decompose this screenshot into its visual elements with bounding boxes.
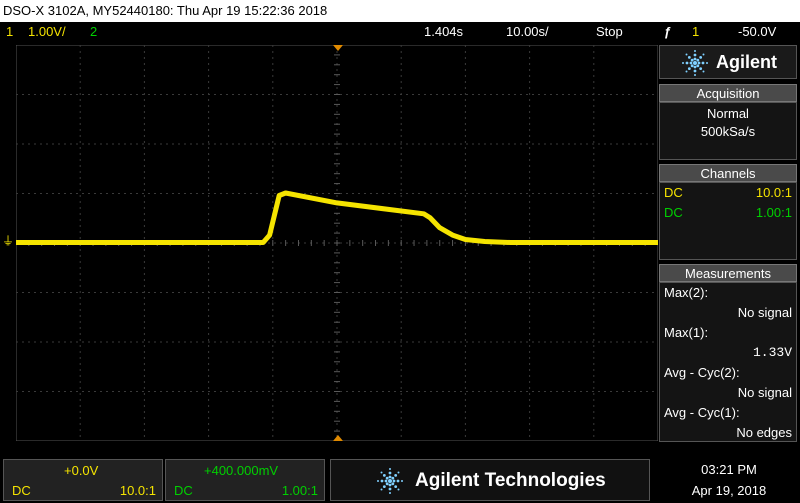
acquisition-body: Normal 500kSa/s xyxy=(659,102,797,160)
clock-time: 03:21 PM xyxy=(701,462,757,477)
channel-1-probe: 10.0:1 xyxy=(755,185,792,200)
channel-1-coupling: DC xyxy=(664,185,683,200)
time-position[interactable]: 1.404s xyxy=(424,24,464,39)
acquisition-mode: Normal xyxy=(707,106,749,121)
measurement-label: Avg - Cyc(2): xyxy=(664,365,740,380)
trigger-source[interactable]: 1 xyxy=(692,24,700,39)
brand-box: Agilent Technologies xyxy=(330,459,650,501)
ch2-coupling: DC xyxy=(174,483,193,498)
ch1-coupling: DC xyxy=(12,483,31,498)
time-scale[interactable]: 10.00s/ xyxy=(506,24,549,39)
measurements-body: Max(2): No signal Max(1): 1.33V Avg - Cy… xyxy=(659,282,797,442)
measurement-value: No edges xyxy=(736,425,792,440)
ch1-trace xyxy=(16,190,658,245)
clock-date: Apr 19, 2018 xyxy=(691,483,767,498)
brand-text: Agilent Technologies xyxy=(415,470,606,491)
ch1-number[interactable]: 1 xyxy=(6,24,14,39)
measurement-value: No signal xyxy=(737,385,792,400)
graticule xyxy=(16,45,658,441)
measurement-label: Max(2): xyxy=(664,285,709,300)
ch1-info-box[interactable]: +0.0V DC 10.0:1 xyxy=(3,459,163,501)
channels-body: DC 10.0:1 DC 1.00:1 xyxy=(659,182,797,260)
clock: 03:21 PM Apr 19, 2018 xyxy=(660,459,798,501)
measurement-value: 1.33V xyxy=(752,345,792,360)
window-title: DSO-X 3102A, MY52440180: Thu Apr 19 15:2… xyxy=(3,3,328,18)
acquisition-header[interactable]: Acquisition xyxy=(659,84,797,102)
status-bar: 1 1.00V/ 2 1.404s 10.00s/ Stop ƒ 1 -50.0… xyxy=(0,22,800,42)
trigger-level[interactable]: -50.0V xyxy=(738,24,777,39)
ch1-probe: 10.0:1 xyxy=(119,483,156,498)
agilent-spark-icon xyxy=(682,50,708,76)
acquisition-rate: 500kSa/s xyxy=(700,124,756,139)
channel-2-probe: 1.00:1 xyxy=(755,205,792,220)
measurement-label: Max(1): xyxy=(664,325,709,340)
ch2-probe: 1.00:1 xyxy=(281,483,318,498)
agilent-logo-box: Agilent xyxy=(659,45,797,79)
time-reference-marker-bottom xyxy=(333,435,343,441)
run-state[interactable]: Stop xyxy=(596,24,623,39)
time-reference-marker xyxy=(333,45,343,51)
agilent-spark-icon xyxy=(377,468,403,494)
measurement-label: Avg - Cyc(1): xyxy=(664,405,740,420)
measurements-header[interactable]: Measurements xyxy=(659,264,797,282)
channels-header[interactable]: Channels xyxy=(659,164,797,182)
ch2-number[interactable]: 2 xyxy=(90,24,98,39)
window-title-bar: DSO-X 3102A, MY52440180: Thu Apr 19 15:2… xyxy=(0,0,800,22)
ch2-info-box[interactable]: +400.000mV DC 1.00:1 xyxy=(165,459,325,501)
channel-1-row[interactable]: DC 10.0:1 xyxy=(664,185,792,201)
agilent-logo-text: Agilent xyxy=(716,52,777,72)
ch1-scale[interactable]: 1.00V/ xyxy=(28,24,66,39)
trigger-edge-icon: ƒ xyxy=(664,24,672,39)
channel-2-coupling: DC xyxy=(664,205,683,220)
ch2-offset: +400.000mV xyxy=(204,463,279,478)
measurement-value: No signal xyxy=(737,305,792,320)
ch1-ground-marker: ⏚ xyxy=(2,234,15,248)
ch1-offset: +0.0V xyxy=(64,463,99,478)
channel-2-row[interactable]: DC 1.00:1 xyxy=(664,205,792,221)
